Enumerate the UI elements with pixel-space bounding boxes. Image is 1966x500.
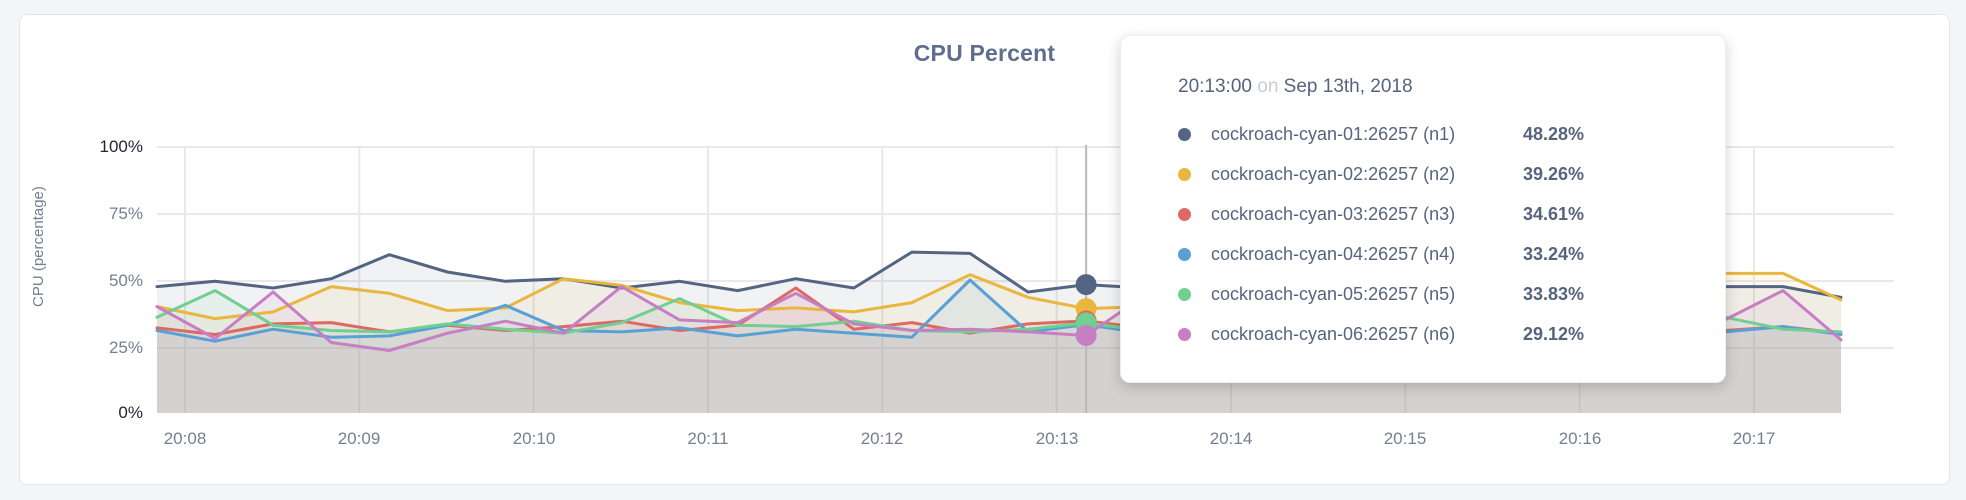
series-name: cockroach-cyan-06:26257 (n6) <box>1211 323 1456 344</box>
y-tick-0: 0% <box>118 403 143 422</box>
tooltip-connector: on <box>1257 76 1279 97</box>
x-tick: 20:14 <box>1209 429 1253 448</box>
chart-title: CPU Percent <box>913 40 1056 66</box>
series-value: 39.26% <box>1523 163 1585 184</box>
series-name: cockroach-cyan-05:26257 (n5) <box>1211 283 1456 304</box>
series-color-dot <box>1178 287 1191 301</box>
series-color-dot <box>1178 207 1191 221</box>
series-name: cockroach-cyan-01:26257 (n1) <box>1211 123 1456 144</box>
series-name: cockroach-cyan-04:26257 (n4) <box>1211 243 1456 264</box>
tooltip-row: cockroach-cyan-03:26257 (n3) 34.61% <box>1178 194 1675 234</box>
series-value: 29.12% <box>1523 323 1585 344</box>
series-color-dot <box>1178 247 1191 261</box>
tooltip-row: cockroach-cyan-04:26257 (n4) 33.24% <box>1178 234 1675 274</box>
y-tick-50: 50% <box>108 271 143 290</box>
y-tick-75: 75% <box>108 204 143 223</box>
tooltip-row: cockroach-cyan-05:26257 (n5) 33.83% <box>1178 274 1675 314</box>
series-value: 33.83% <box>1523 283 1585 304</box>
tooltip-time: 20:13:00 <box>1178 76 1252 97</box>
tooltip-row: cockroach-cyan-01:26257 (n1) 48.28% <box>1178 114 1675 154</box>
x-tick: 20:08 <box>163 429 207 448</box>
x-tick: 20:11 <box>687 429 729 448</box>
y-tick-25: 25% <box>108 338 143 357</box>
tooltip-row: cockroach-cyan-02:26257 (n2) 39.26% <box>1178 154 1675 194</box>
y-axis-title: CPU (percentage) <box>30 186 47 308</box>
x-tick: 20:12 <box>860 429 904 448</box>
series-color-dot <box>1178 167 1191 181</box>
series-value: 48.28% <box>1523 123 1585 144</box>
x-tick: 20:10 <box>512 429 556 448</box>
x-tick: 20:17 <box>1732 429 1776 448</box>
series-value: 33.24% <box>1523 243 1585 264</box>
series-name: cockroach-cyan-03:26257 (n3) <box>1211 203 1456 224</box>
series-name: cockroach-cyan-02:26257 (n2) <box>1211 163 1456 184</box>
tooltip-date: Sep 13th, 2018 <box>1283 76 1413 97</box>
y-tick-100: 100% <box>99 137 143 156</box>
series-color-dot <box>1178 327 1191 341</box>
x-tick: 20:16 <box>1558 429 1602 448</box>
tooltip-timestamp: 20:13:00 on Sep 13th, 2018 <box>1178 76 1675 98</box>
x-tick: 20:15 <box>1383 429 1427 448</box>
x-tick: 20:13 <box>1035 429 1079 448</box>
hover-dots <box>1075 274 1097 346</box>
series-value: 34.61% <box>1523 203 1585 224</box>
tooltip-row: cockroach-cyan-06:26257 (n6) 29.12% <box>1178 314 1675 354</box>
hover-tooltip: 20:13:00 on Sep 13th, 2018 cockroach-cya… <box>1120 35 1726 383</box>
x-tick: 20:09 <box>337 429 381 448</box>
series-color-dot <box>1178 127 1191 141</box>
